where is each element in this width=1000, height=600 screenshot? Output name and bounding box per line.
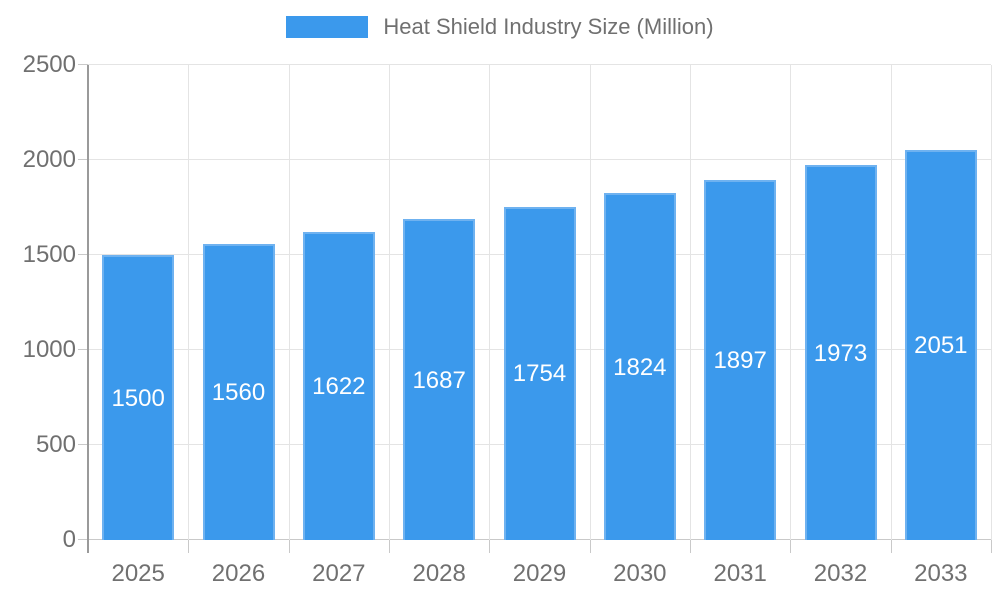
x-tick-3 [389, 540, 390, 553]
y-axis-label-1000: 1000 [22, 336, 76, 363]
x-axis-label-2028: 2028 [412, 560, 466, 587]
gridline-v-9 [991, 65, 992, 540]
bar-2029[interactable]: 1754 [503, 206, 576, 540]
x-tick-6 [690, 540, 691, 553]
x-axis-label-2027: 2027 [312, 560, 366, 587]
x-axis-label-2029: 2029 [512, 560, 567, 587]
y-axis-label-1500: 1500 [22, 241, 76, 268]
gridline-v-8 [890, 65, 892, 540]
x-tick-5 [589, 540, 591, 553]
bar-value-label: 1622 [312, 372, 366, 400]
x-tick-4 [489, 540, 491, 553]
bar-value-label: 1500 [111, 384, 165, 412]
y-tick-500 [78, 444, 88, 445]
bar-value-label: 1560 [211, 378, 266, 406]
bar-value-label: 1687 [412, 366, 466, 394]
bar-value-label: 1897 [713, 346, 767, 374]
x-axis-label-2030: 2030 [613, 560, 667, 587]
y-axis-label-2500: 2500 [22, 51, 76, 78]
gridline-v-7 [790, 65, 792, 540]
gridline-v-4 [489, 65, 491, 540]
x-axis-label-2031: 2031 [713, 560, 767, 587]
bar-2026[interactable]: 1560 [202, 243, 275, 540]
gridline-v-6 [690, 65, 691, 540]
y-axis-line [87, 65, 89, 553]
bar-2028[interactable]: 1687 [403, 219, 476, 540]
gridline-v-1 [188, 65, 190, 540]
legend-label: Heat Shield Industry Size (Million) [383, 14, 714, 39]
y-axis-label-500: 500 [35, 431, 76, 458]
x-axis-label-2026: 2026 [211, 560, 266, 587]
gridline-h-2500 [88, 64, 991, 65]
x-axis-label-2032: 2032 [813, 560, 868, 587]
y-tick-1000 [78, 349, 88, 350]
y-tick-2500 [78, 64, 88, 65]
bar-value-label: 2051 [914, 332, 968, 360]
bar-2025[interactable]: 1500 [102, 255, 175, 540]
y-axis-label-2000: 2000 [22, 146, 76, 173]
y-axis-label-0: 0 [62, 526, 76, 553]
bar-value-label: 1973 [813, 339, 868, 367]
x-tick-8 [890, 540, 892, 553]
bar-2030[interactable]: 1824 [603, 193, 676, 540]
x-tick-7 [790, 540, 792, 553]
bar-2033[interactable]: 2051 [904, 150, 977, 540]
x-tick-2 [288, 540, 290, 553]
bar-value-label: 1824 [613, 353, 667, 381]
gridline-v-3 [389, 65, 390, 540]
legend[interactable]: Heat Shield Industry Size (Million) [0, 14, 1000, 40]
gridline-v-2 [288, 65, 290, 540]
gridline-h-2000 [88, 159, 991, 160]
bar-2032[interactable]: 1973 [804, 165, 877, 540]
y-tick-0 [78, 539, 88, 540]
x-tick-1 [188, 540, 190, 553]
y-tick-1500 [78, 254, 88, 255]
bar-value-label: 1754 [512, 360, 567, 388]
gridline-v-5 [589, 65, 591, 540]
bar-2027[interactable]: 1622 [302, 231, 375, 540]
x-axis-label-2025: 2025 [111, 560, 165, 587]
bar-2031[interactable]: 1897 [704, 179, 777, 540]
legend-swatch [286, 16, 369, 38]
x-axis-label-2033: 2033 [914, 560, 968, 587]
y-tick-2000 [78, 159, 88, 160]
x-tick-9 [991, 540, 992, 553]
